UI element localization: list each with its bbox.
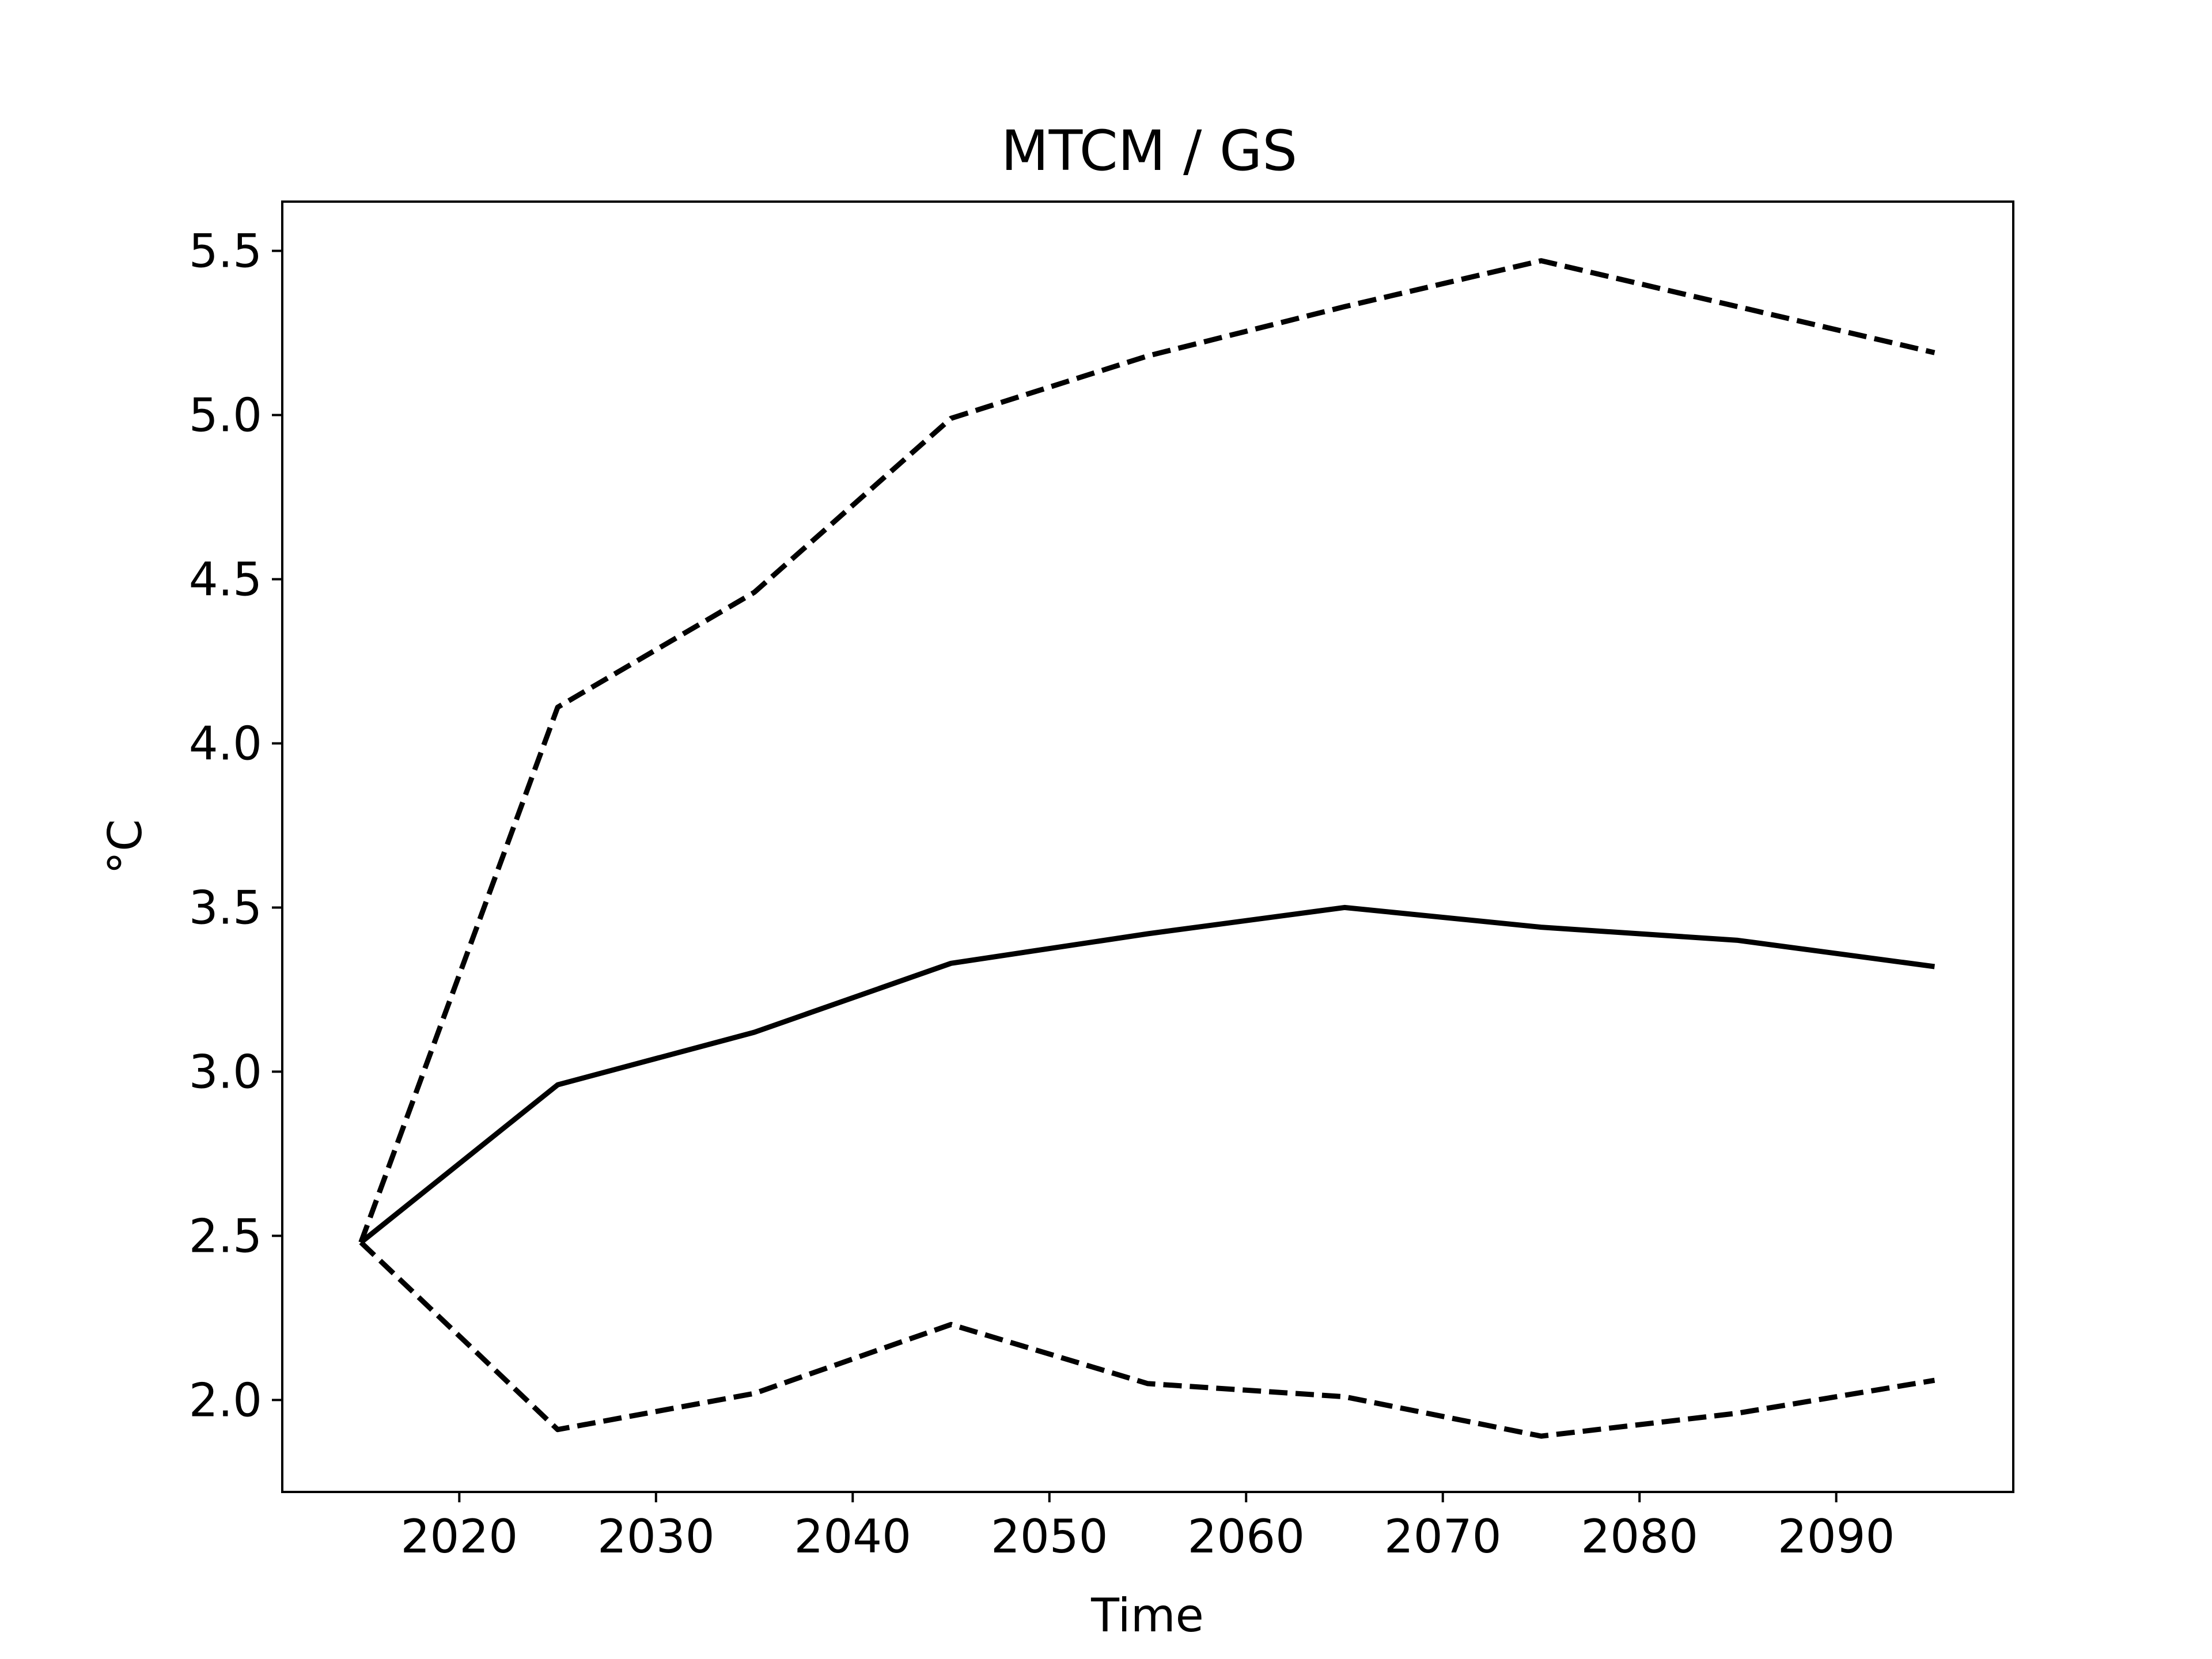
y-tick-label: 4.0: [189, 717, 262, 770]
x-axis-label: Time: [1090, 1589, 1204, 1642]
y-tick-label: 5.5: [189, 224, 262, 278]
series-layer: [358, 258, 1936, 1439]
plot-area-frame: [281, 200, 2014, 1493]
y-tick-label: 4.5: [189, 552, 262, 606]
x-tick-label: 2060: [1187, 1510, 1305, 1563]
x-axis-ticks: 2020 2030 2040 2050 2060 2070 2080 2090: [401, 1492, 1895, 1563]
y-tick-label: 3.0: [189, 1045, 262, 1099]
lower-bound-line: [359, 1240, 1936, 1439]
y-tick-label: 2.0: [189, 1373, 262, 1427]
x-tick-label: 2040: [794, 1510, 911, 1563]
upper-bound-line: [358, 258, 1936, 1244]
median-line: [359, 904, 1935, 1245]
x-tick-label: 2020: [401, 1510, 518, 1563]
x-tick-label: 2050: [991, 1510, 1108, 1563]
y-tick-label: 2.5: [189, 1209, 262, 1263]
x-tick-label: 2090: [1778, 1510, 1895, 1563]
y-axis-ticks: 2.0 2.5 3.0 3.5 4.0 4.5 5.0 5.5: [189, 224, 282, 1427]
x-tick-label: 2080: [1581, 1510, 1698, 1563]
y-tick-label: 3.5: [189, 881, 262, 934]
x-tick-label: 2030: [597, 1510, 715, 1563]
y-axis-label: °C: [99, 819, 152, 874]
x-tick-label: 2070: [1384, 1510, 1502, 1563]
chart-title: MTCM / GS: [1001, 119, 1297, 183]
y-tick-label: 5.0: [189, 388, 262, 442]
